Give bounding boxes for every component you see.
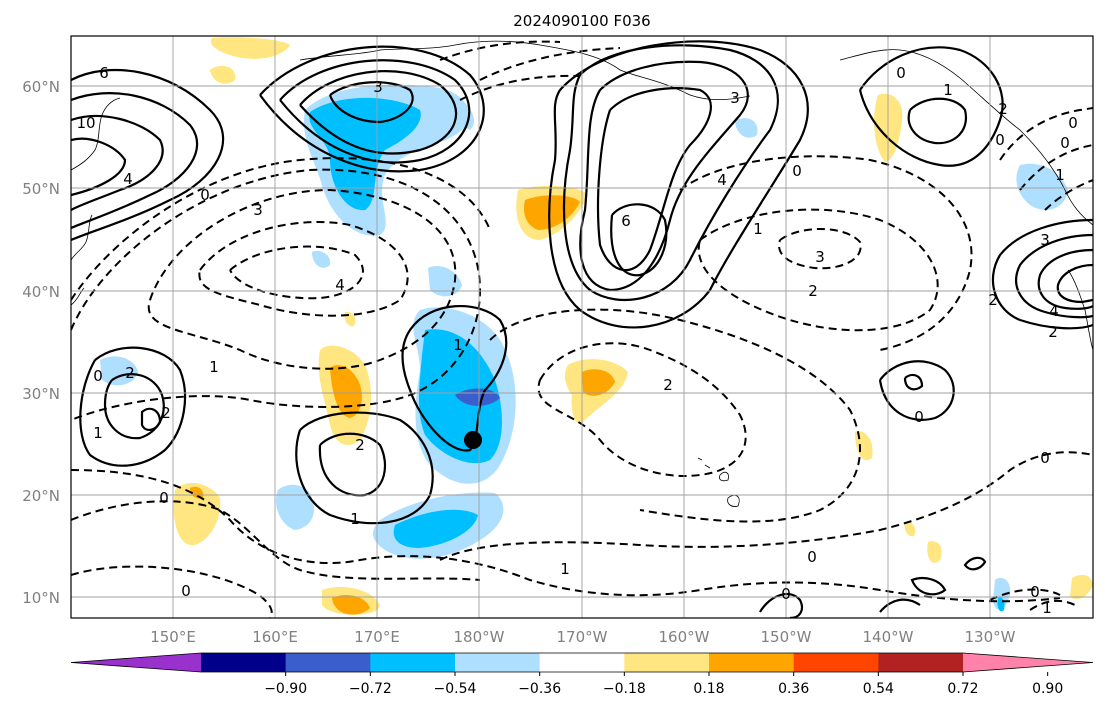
colorbar-tick-label: −0.18 bbox=[603, 681, 646, 697]
contour-label: 2 bbox=[161, 404, 171, 422]
colorbar-segment bbox=[201, 653, 287, 672]
lat-label: 20°N bbox=[22, 487, 60, 505]
solid-contours bbox=[71, 40, 1093, 618]
lon-label: 130°W bbox=[965, 628, 1016, 646]
colorbar-segment bbox=[793, 653, 879, 672]
contour-label: 1 bbox=[1042, 599, 1052, 617]
contour-label: 4 bbox=[123, 170, 133, 188]
latitude-labels: 60°N 50°N 40°N 30°N 20°N 10°N bbox=[22, 78, 60, 607]
colorbar-extension-low bbox=[71, 653, 201, 672]
lon-label: 160°E bbox=[252, 628, 298, 646]
lon-label: 170°E bbox=[354, 628, 400, 646]
contour-label: 6 bbox=[99, 64, 109, 82]
lon-label: 170°W bbox=[557, 628, 608, 646]
lon-label: 150°E bbox=[150, 628, 196, 646]
contour-label: 1 bbox=[209, 358, 219, 376]
contour-label: 1 bbox=[93, 424, 103, 442]
contour-label: 3 bbox=[815, 248, 825, 266]
contour-label: 1 bbox=[943, 81, 953, 99]
contour-label: 0 bbox=[1060, 134, 1070, 152]
contour-label: 2 bbox=[125, 364, 135, 382]
contour-label: 0 bbox=[914, 408, 924, 426]
contour-label: 0 bbox=[781, 585, 791, 603]
colorbar-tick-label: 0.90 bbox=[1032, 681, 1063, 697]
map-title: 2024090100 F036 bbox=[513, 12, 650, 30]
colorbar-tick-label: 0.54 bbox=[863, 681, 894, 697]
contour-label: 2 bbox=[808, 282, 818, 300]
colorbar: −0.90 −0.72 −0.54 −0.36 −0.18 0.18 0.36 0.54 0.7… bbox=[70, 652, 1094, 697]
contour-label: 2 bbox=[355, 436, 365, 454]
contour-label: 2 bbox=[663, 376, 673, 394]
contour-label: 0 bbox=[995, 131, 1005, 149]
colorbar-tick-label: −0.72 bbox=[349, 681, 392, 697]
contour-label: 0 bbox=[1030, 583, 1040, 601]
contour-label: 6 bbox=[621, 212, 631, 230]
contour-label: 2 bbox=[1048, 323, 1058, 341]
lat-label: 10°N bbox=[22, 589, 60, 607]
contour-label: 10 bbox=[76, 114, 95, 132]
contour-label: 0 bbox=[159, 489, 169, 507]
colorbar-segment bbox=[624, 653, 710, 672]
colorbar-tick-label: −0.90 bbox=[264, 681, 307, 697]
contour-label: 0 bbox=[896, 64, 906, 82]
lon-label: 150°W bbox=[761, 628, 812, 646]
colorbar-tick-label: 0.72 bbox=[947, 681, 978, 697]
contour-label: 3 bbox=[253, 201, 263, 219]
contour-label: 3 bbox=[373, 78, 383, 96]
colorbar-segment bbox=[539, 653, 625, 672]
contour-label: 3 bbox=[1040, 231, 1050, 249]
shaded-anomaly-layer bbox=[100, 37, 1093, 615]
colorbar-tick-label: 0.18 bbox=[693, 681, 724, 697]
map-frame bbox=[70, 35, 1094, 619]
contour-label: 2 bbox=[998, 100, 1008, 118]
contour-label: 1 bbox=[1055, 166, 1065, 184]
colorbar-tick-label: −0.54 bbox=[434, 681, 477, 697]
contour-label: 3 bbox=[730, 89, 740, 107]
contour-label: 0 bbox=[181, 582, 191, 600]
storm-center-marker bbox=[464, 431, 482, 449]
colorbar-segment bbox=[878, 653, 964, 672]
contour-label: 1 bbox=[350, 510, 360, 528]
colorbar-segment bbox=[285, 653, 371, 672]
contour-label: 0 bbox=[200, 186, 210, 204]
colorbar-segment bbox=[370, 653, 456, 672]
colorbar-segment bbox=[455, 653, 541, 672]
contour-label: 0 bbox=[807, 548, 817, 566]
map-panel: 6 3 10 4 0 3 4 2 1 2 0 1 1 0 0 1 2 3 4 6 bbox=[70, 35, 1094, 619]
contour-label: 4 bbox=[335, 276, 345, 294]
dashed-contours bbox=[71, 40, 1093, 618]
lat-label: 30°N bbox=[22, 385, 60, 403]
contour-label: 0 bbox=[1068, 114, 1078, 132]
contour-label: 0 bbox=[93, 367, 103, 385]
lat-label: 50°N bbox=[22, 180, 60, 198]
lat-label: 40°N bbox=[22, 283, 60, 301]
graticule bbox=[71, 36, 1093, 618]
lat-label: 60°N bbox=[22, 78, 60, 96]
contour-labels: 6 3 10 4 0 3 4 2 1 2 0 1 1 0 0 1 2 3 4 6 bbox=[76, 64, 1077, 617]
contour-label: 4 bbox=[717, 171, 727, 189]
colorbar-segment bbox=[709, 653, 795, 672]
longitude-labels: 150°E 160°E 170°E 180°W 170°W 160°W 150°… bbox=[150, 628, 1015, 646]
lon-label: 160°W bbox=[659, 628, 710, 646]
contour-label: 1 bbox=[453, 336, 463, 354]
contour-label: 1 bbox=[560, 560, 570, 578]
lon-label: 140°W bbox=[863, 628, 914, 646]
contour-label: 1 bbox=[753, 220, 763, 238]
colorbar-tick-label: −0.36 bbox=[518, 681, 561, 697]
contour-label: 4 bbox=[1049, 302, 1059, 320]
contour-label: 0 bbox=[1040, 449, 1050, 467]
contour-label: 0 bbox=[792, 162, 802, 180]
colorbar-extension-high bbox=[963, 653, 1093, 672]
colorbar-tick-label: 0.36 bbox=[778, 681, 809, 697]
contour-label: 2 bbox=[988, 291, 998, 309]
lon-label: 180°W bbox=[454, 628, 505, 646]
